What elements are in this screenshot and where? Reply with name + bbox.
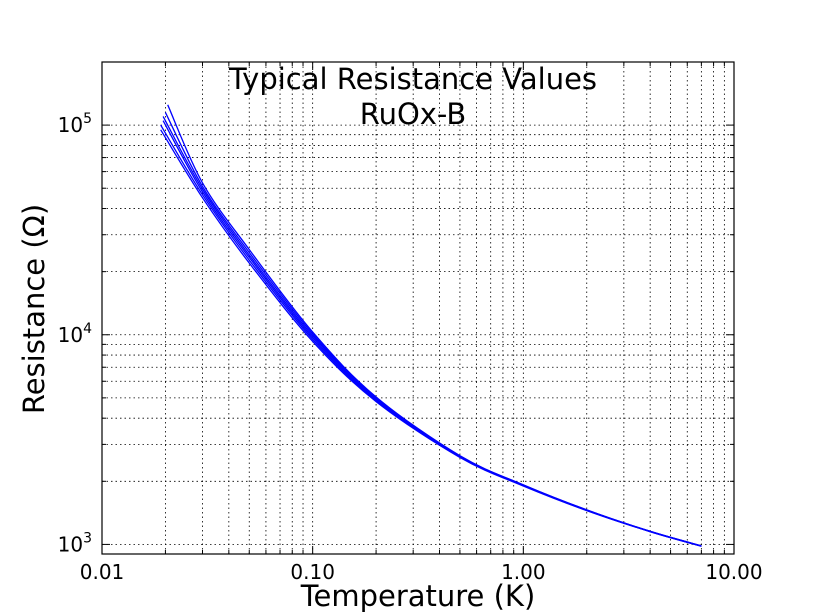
series-line (167, 104, 702, 547)
y-tick-labels: 103 104 105 (58, 111, 92, 556)
series-group (160, 104, 702, 547)
chart-title: Typical Resistance Values (228, 62, 597, 96)
x-tick-label: 10.00 (705, 560, 762, 584)
y-tick-label: 104 (58, 321, 92, 347)
chart-subtitle: RuOx-B (360, 97, 467, 131)
x-axis-label: Temperature (K) (300, 579, 536, 613)
plot-area-frame (101, 61, 735, 555)
x-tick-label: 1.00 (501, 560, 546, 584)
y-axis-label: Resistance (Ω) (17, 204, 51, 414)
y-tick-label: 103 (58, 530, 92, 556)
y-tick-label: 105 (58, 111, 92, 137)
x-tick-label: 0.10 (290, 560, 335, 584)
x-tick-labels: 0.01 0.10 1.00 10.00 (80, 560, 763, 584)
x-tick-label: 0.01 (80, 560, 125, 584)
